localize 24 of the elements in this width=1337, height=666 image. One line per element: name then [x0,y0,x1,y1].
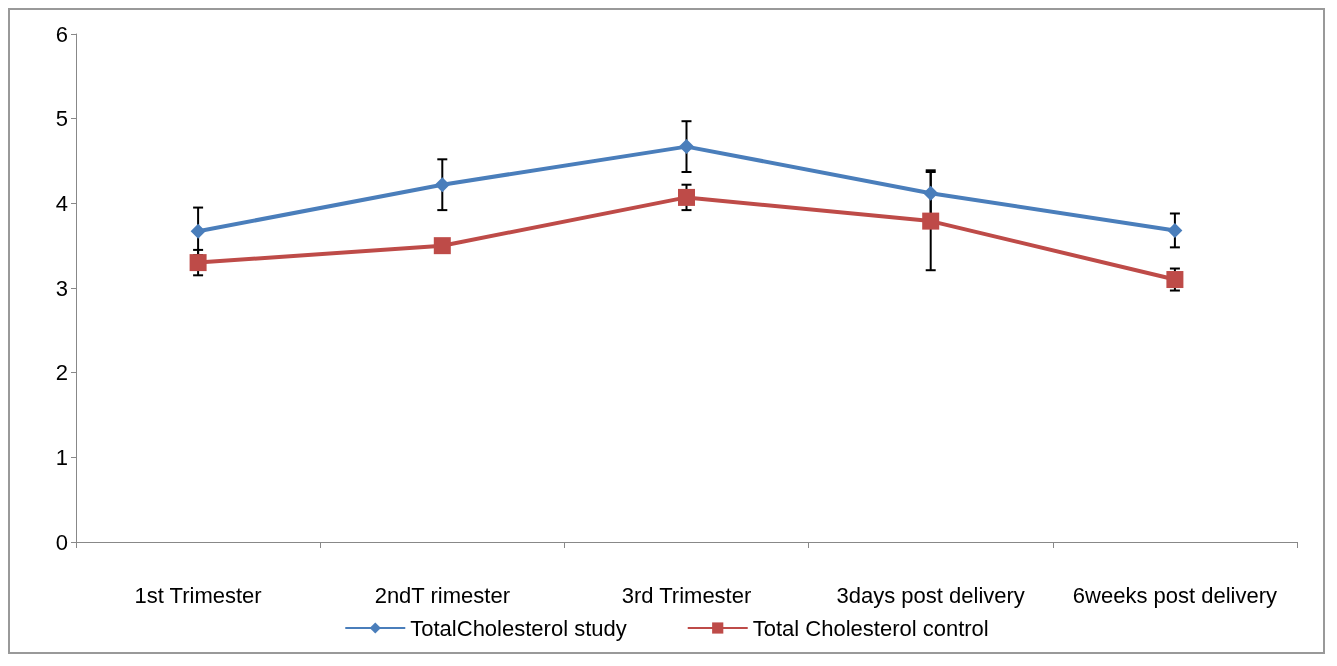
y-tick-label: 6 [55,21,68,47]
point [679,139,694,155]
x-tick-label: 1st Trimester [134,582,262,608]
point [189,254,207,272]
x-tick-label: 3rd Trimester [621,582,752,608]
x-tick-label: 2ndT rimester [374,582,510,608]
point [678,188,695,206]
point [1167,222,1183,238]
y-tick-label: 2 [55,360,68,386]
x-tick-label: 3days post delivery [836,582,1025,608]
point [923,185,939,201]
y-tick-label: 0 [55,529,68,555]
y-tick-label: 3 [55,275,68,301]
x-tick-label: 6weeks post delivery [1072,582,1278,608]
point [434,177,450,193]
point [190,223,206,239]
y-tick-label: 5 [55,106,68,132]
legend-label: Total Cholesterol control [752,615,989,641]
point [433,237,451,255]
point [922,212,940,230]
point [1166,271,1184,289]
y-tick-label: 1 [55,444,68,470]
y-tick-label: 4 [55,190,68,216]
legend-label: TotalCholesterol study [410,615,627,641]
